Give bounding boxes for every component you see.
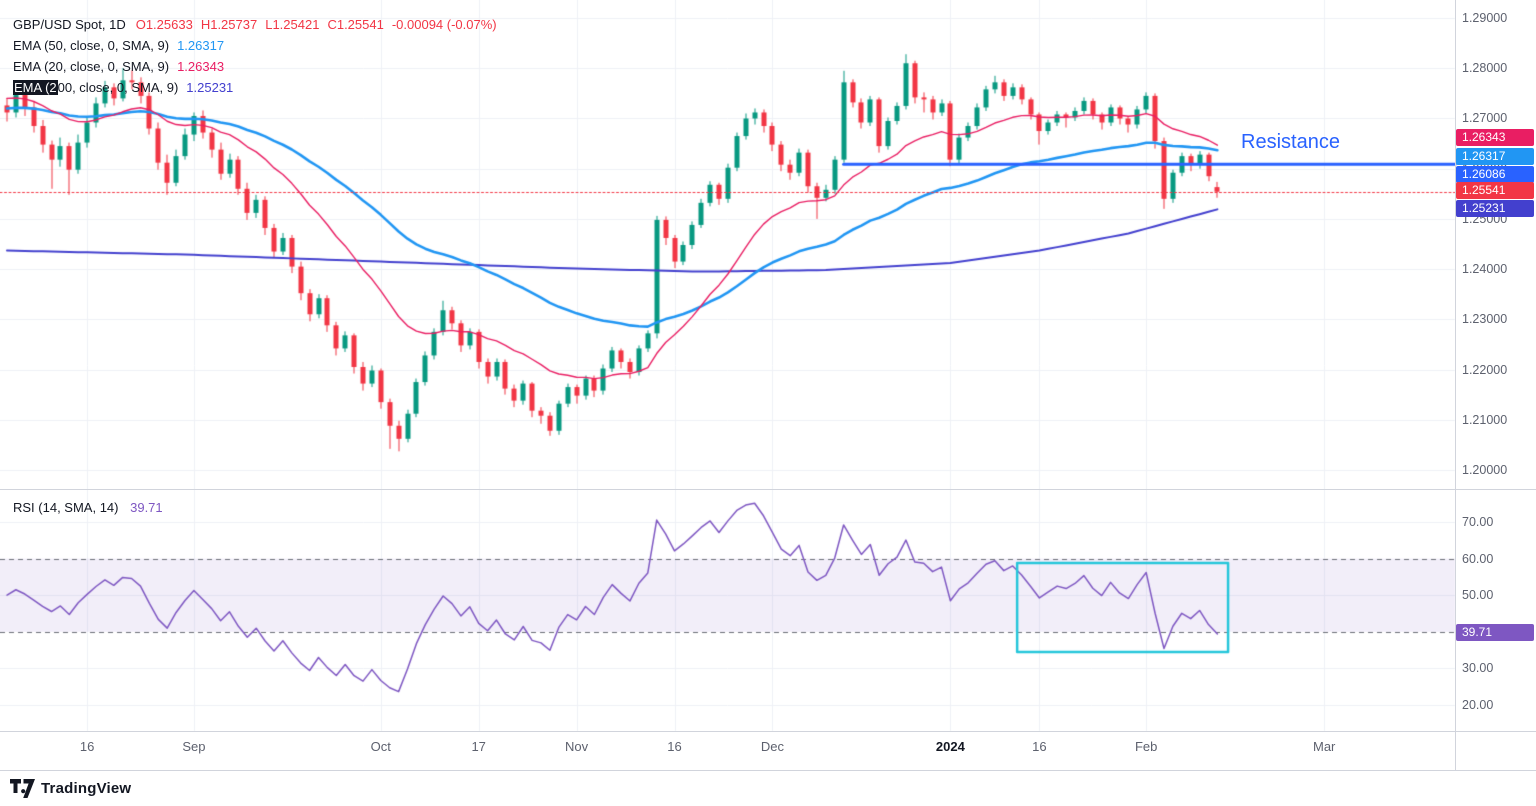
indicator-label[interactable]: EMA (200, close, 0, SMA, 9)	[13, 80, 178, 95]
indicator-value: 1.25231	[186, 80, 234, 95]
rsi-legend: RSI (14, SMA, 14) 39.71	[13, 500, 163, 515]
symbol-legend-row: GBP/USD Spot, 1D O1.25633 H1.25737 L1.25…	[13, 14, 505, 35]
footer-separator	[0, 770, 1536, 771]
pane-separator[interactable]	[0, 489, 1536, 490]
indicator-legend-row: EMA (200, close, 0, SMA, 9) 1.25231	[13, 77, 505, 98]
footer-bar: TradingView	[0, 771, 1536, 806]
indicator-label-text: 00, close, 0, SMA, 9)	[57, 80, 179, 95]
price-axis-separator	[1455, 0, 1456, 771]
indicator-label[interactable]: EMA (50, close, 0, SMA, 9)	[13, 38, 170, 53]
indicator-legend-row: EMA (20, close, 0, SMA, 9) 1.26343	[13, 56, 505, 77]
tradingview-brand-text[interactable]: TradingView	[41, 780, 132, 797]
symbol-title[interactable]: GBP/USD Spot, 1D	[13, 17, 126, 32]
ohlc-open: O1.25633	[135, 17, 193, 32]
indicator-value: 1.26343	[177, 59, 225, 74]
indicator-label[interactable]: EMA (20, close, 0, SMA, 9)	[13, 59, 170, 74]
tradingview-watermark: EMA (2	[13, 80, 58, 95]
rsi-legend-label[interactable]: RSI (14, SMA, 14)	[13, 500, 119, 515]
symbol-legend: GBP/USD Spot, 1D O1.25633 H1.25737 L1.25…	[13, 14, 505, 98]
ohlc-change: -0.00094 (-0.07%)	[391, 17, 497, 32]
ohlc-high: H1.25737	[200, 17, 258, 32]
ohlc-close: C1.25541	[327, 17, 384, 32]
ohlc-low: L1.25421	[265, 17, 320, 32]
tradingview-logo-icon[interactable]	[10, 779, 35, 798]
indicator-legend-row: EMA (50, close, 0, SMA, 9) 1.26317	[13, 35, 505, 56]
resistance-annotation-label[interactable]: Resistance	[1241, 131, 1340, 153]
time-axis-separator	[0, 731, 1536, 732]
indicator-legend: EMA (50, close, 0, SMA, 9) 1.26317 EMA (20…	[13, 35, 505, 98]
rsi-legend-value: 39.71	[130, 500, 163, 515]
indicator-value: 1.26317	[177, 38, 225, 53]
